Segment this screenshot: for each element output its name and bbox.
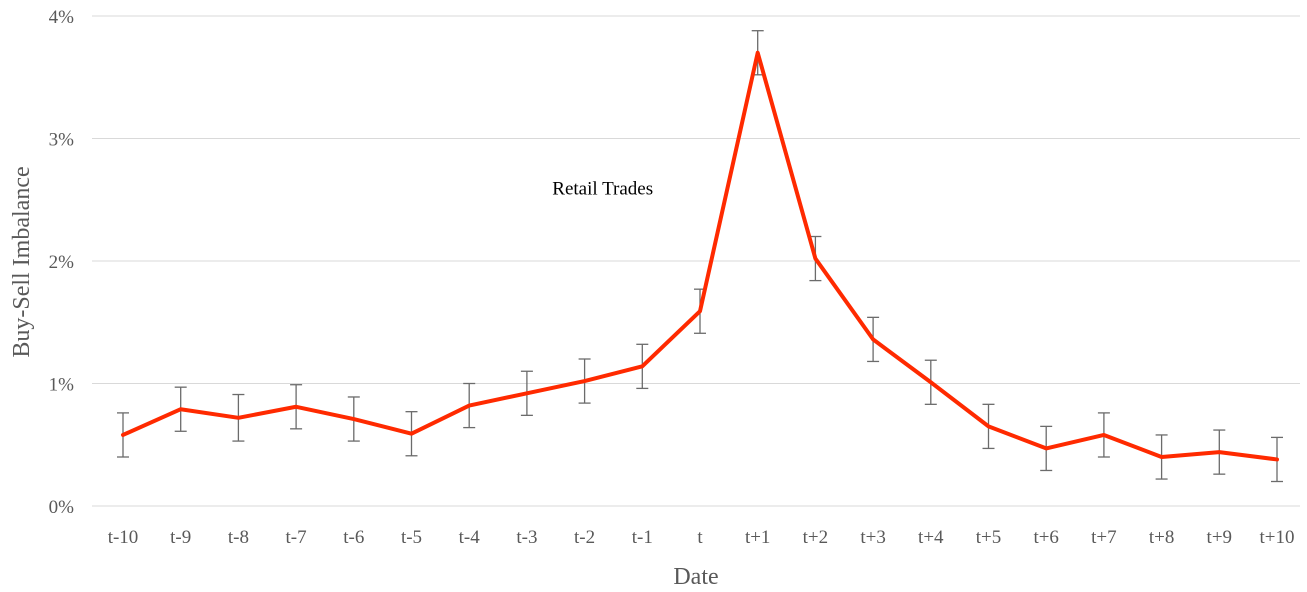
data-point: [353, 418, 355, 420]
x-tick-label: t-10: [108, 527, 139, 548]
data-point: [295, 406, 297, 408]
gridlines: [92, 15, 1300, 507]
data-point: [1276, 458, 1278, 460]
data-point: [180, 408, 182, 410]
y-tick-label: 3%: [49, 130, 75, 151]
x-tick-label: t+5: [976, 527, 1002, 548]
data-point: [814, 258, 816, 260]
x-axis-title: Date: [673, 564, 718, 590]
annotation-label: Retail Trades: [552, 179, 653, 200]
x-axis-ticks: t-10 t-9 t-8 t-7 t-6 t-5 t-4 t-3 t-2 t-1 t t+1 t+2 t+…: [108, 527, 1295, 548]
y-axis-ticks: 0% 1% 2% 3% 4%: [49, 7, 75, 518]
x-tick-label: t+7: [1091, 527, 1117, 548]
data-point: [930, 381, 932, 383]
data-point: [1103, 434, 1105, 436]
x-tick-label: t+9: [1207, 527, 1233, 548]
x-tick-label: t+6: [1033, 527, 1059, 548]
data-point: [526, 392, 528, 394]
data-point: [872, 338, 874, 340]
x-tick-label: t-7: [286, 527, 307, 548]
x-tick-label: t-2: [574, 527, 595, 548]
annotations: Retail Trades: [552, 179, 653, 200]
data-point: [411, 433, 412, 435]
y-tick-label: 0%: [49, 497, 75, 518]
x-tick-label: t-5: [401, 527, 422, 548]
x-tick-label: t-1: [632, 527, 653, 548]
x-tick-label: t+8: [1149, 527, 1175, 548]
data-point: [1161, 456, 1163, 458]
x-tick-label: t-9: [170, 527, 191, 548]
y-tick-label: 1%: [49, 375, 75, 396]
x-tick-label: t+1: [745, 527, 771, 548]
x-tick-label: t+2: [803, 527, 829, 548]
y-tick-label: 2%: [49, 252, 75, 273]
data-point: [122, 434, 124, 436]
x-tick-label: t-6: [343, 527, 364, 548]
x-tick-label: t-3: [516, 527, 537, 548]
data-point: [988, 425, 989, 427]
x-tick-label: t+4: [918, 527, 944, 548]
data-point: [699, 310, 701, 312]
x-tick-label: t-4: [459, 527, 481, 548]
x-tick-label: t+10: [1260, 527, 1295, 548]
x-tick-label: t+3: [860, 527, 886, 548]
error-bars: [117, 30, 1283, 483]
y-tick-label: 4%: [49, 7, 75, 28]
data-point: [757, 52, 759, 54]
x-tick-label: t: [697, 527, 703, 548]
data-point: [237, 417, 239, 419]
series-lines: [121, 50, 1279, 462]
data-point: [1045, 447, 1047, 449]
data-point: [468, 405, 470, 407]
data-point: [1218, 451, 1220, 453]
y-axis-title: Buy-Sell Imbalance: [9, 166, 35, 357]
data-point: [641, 365, 643, 367]
data-point: [584, 380, 586, 382]
x-tick-label: t-8: [228, 527, 249, 548]
